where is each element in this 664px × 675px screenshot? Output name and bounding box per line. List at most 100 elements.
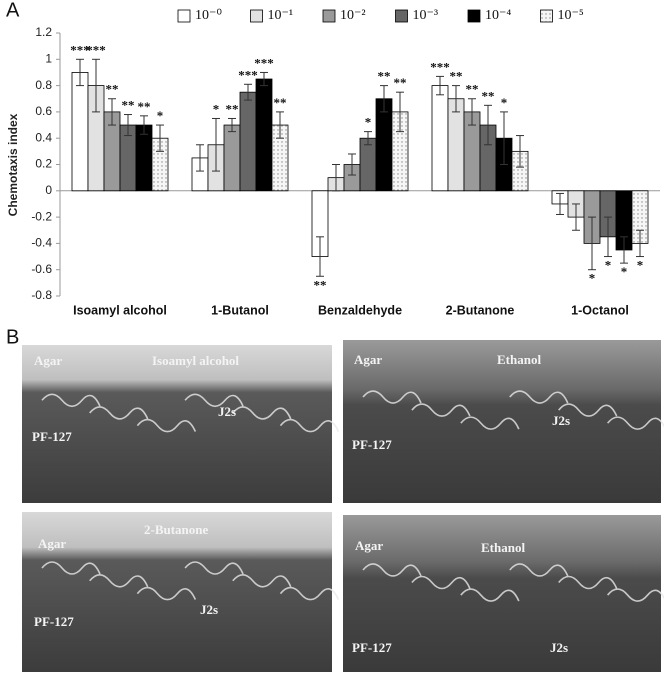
- error-bar: [212, 117, 220, 172]
- error-bar: [92, 58, 100, 113]
- photo-label: PF-127: [32, 429, 72, 444]
- y-tick-label: 1.2: [35, 25, 52, 39]
- significance-label: ***: [238, 67, 258, 82]
- legend-label: 10⁻⁰: [195, 8, 222, 23]
- bar: [375, 98, 393, 192]
- x-tick-label: Benzaldehyde: [318, 303, 402, 317]
- significance-label: **: [122, 98, 135, 113]
- worm: [279, 586, 340, 601]
- error-bar: [244, 83, 252, 101]
- photo-label: J2s: [218, 404, 236, 419]
- error-bar: [316, 236, 324, 277]
- significance-label: ***: [254, 55, 274, 70]
- worm: [41, 561, 101, 575]
- worm: [509, 390, 569, 404]
- worm: [279, 418, 340, 433]
- y-tick-label: 1: [45, 51, 52, 65]
- y-tick-label: -0.6: [31, 262, 52, 276]
- error-bar: [124, 114, 132, 137]
- legend-swatch: [250, 9, 263, 23]
- y-tick-label: 0.2: [35, 157, 52, 171]
- error-bar: [436, 75, 444, 96]
- error-bar: [348, 153, 356, 176]
- photo: [22, 512, 332, 672]
- photo-label: Ethanol: [497, 352, 541, 367]
- photo-label: Isoamyl alcohol: [152, 353, 239, 368]
- y-axis-label: Chemotaxis index: [6, 113, 20, 216]
- significance-label: *: [589, 271, 596, 286]
- y-tick-label: -0.2: [31, 209, 52, 223]
- error-bar: [76, 58, 84, 87]
- worm: [136, 418, 197, 433]
- worm: [460, 588, 520, 602]
- x-tick-label: 1-Butanol: [211, 303, 269, 317]
- worm: [558, 575, 618, 590]
- error-bar: [260, 71, 268, 87]
- error-bar: [500, 111, 508, 165]
- significance-label: **: [314, 277, 327, 292]
- bar: [239, 91, 257, 192]
- worm: [89, 406, 149, 420]
- error-bar: [620, 236, 628, 264]
- error-bar: [556, 192, 564, 215]
- significance-label: **: [450, 69, 463, 84]
- photo-label: PF-127: [34, 614, 74, 629]
- bar: [135, 124, 153, 192]
- error-bar: [196, 144, 204, 172]
- error-bar: [572, 203, 580, 231]
- photo-label: PF-127: [352, 437, 392, 452]
- error-bar: [588, 216, 596, 271]
- error-bar: [380, 85, 388, 113]
- error-bar: [516, 135, 524, 168]
- y-tick-label: 0: [45, 183, 52, 197]
- error-bar: [276, 111, 284, 139]
- bar: [447, 98, 465, 192]
- error-bar: [396, 91, 404, 133]
- legend-swatch: [540, 9, 553, 23]
- significance-label: **: [106, 82, 119, 97]
- y-tick-label: -0.4: [31, 236, 52, 250]
- error-bar: [636, 229, 644, 258]
- error-bar: [468, 98, 476, 126]
- significance-label: **: [378, 69, 391, 84]
- worm: [232, 406, 292, 420]
- bar: [359, 137, 377, 192]
- photo-label: J2s: [550, 640, 568, 655]
- worm: [509, 563, 569, 577]
- error-bar: [228, 117, 236, 133]
- worm: [184, 561, 244, 575]
- legend-label: 10⁻³: [413, 8, 439, 23]
- legend-swatch: [467, 9, 481, 23]
- x-tick-label: 1-Octanol: [571, 303, 629, 317]
- error-bar: [108, 98, 116, 126]
- worm: [411, 575, 471, 590]
- bar: [223, 124, 241, 192]
- photo-label: Agar: [354, 352, 382, 367]
- error-bar: [332, 164, 340, 192]
- significance-label: **: [226, 101, 239, 116]
- y-tick-label: 0.8: [35, 78, 52, 92]
- bar: [71, 72, 89, 192]
- worm: [184, 393, 244, 408]
- panel-label: B: [6, 326, 19, 348]
- error-bar: [140, 115, 148, 135]
- worm: [607, 416, 664, 430]
- photo-label: J2s: [552, 413, 570, 428]
- significance-label: **: [138, 99, 151, 114]
- legend-label: 10⁻²: [340, 8, 366, 23]
- significance-label: **: [466, 82, 479, 97]
- worm: [607, 588, 664, 602]
- worm: [232, 574, 292, 588]
- photo: [22, 345, 332, 503]
- legend-swatch: [322, 9, 336, 23]
- error-bar: [484, 104, 492, 146]
- error-bar: [452, 85, 460, 113]
- significance-label: **: [482, 88, 495, 103]
- significance-label: *: [365, 115, 372, 130]
- x-tick-label: 2-Butanone: [446, 303, 515, 317]
- worm: [460, 416, 520, 430]
- worm: [411, 403, 471, 417]
- y-tick-label: -0.8: [31, 288, 52, 302]
- photo-label: 2-Butanone: [144, 522, 209, 537]
